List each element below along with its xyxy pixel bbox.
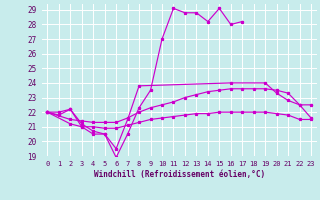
- X-axis label: Windchill (Refroidissement éolien,°C): Windchill (Refroidissement éolien,°C): [94, 170, 265, 179]
